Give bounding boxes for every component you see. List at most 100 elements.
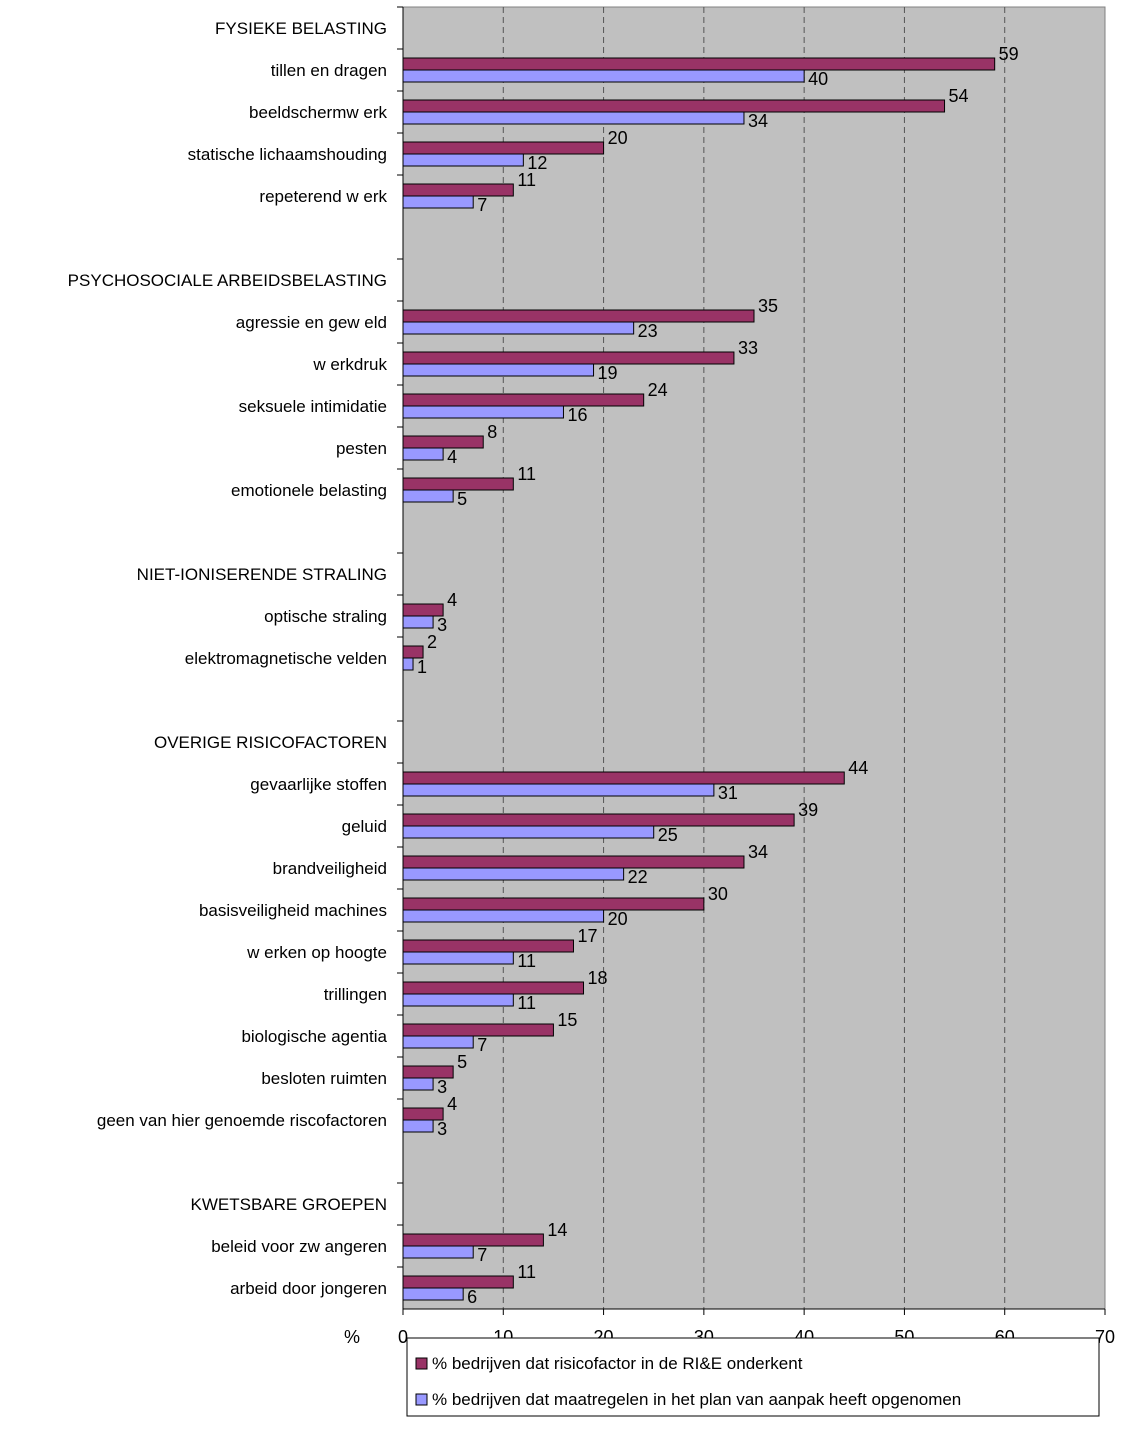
data-label: 33 [738, 338, 758, 358]
data-label: 20 [608, 909, 628, 929]
category-label: biologische agentia [241, 1027, 387, 1046]
data-label: 40 [808, 69, 828, 89]
category-label: beleid voor zw angeren [211, 1237, 387, 1256]
category-label: PSYCHOSOCIALE ARBEIDSBELASTING [68, 271, 387, 290]
x-tick-label: 0 [398, 1327, 408, 1347]
category-labels: FYSIEKE BELASTING tillen en dragen beeldsc… [68, 6, 403, 1298]
bar-maatregelen [402, 951, 514, 965]
data-label: 5 [457, 489, 467, 509]
category-label: seksuele intimidatie [239, 397, 387, 416]
category-label: emotionele belasting [231, 481, 387, 500]
data-label: 3 [437, 1119, 447, 1139]
data-label: 17 [577, 926, 597, 946]
category-label: geen van hier genoemde riscofactoren [97, 1111, 387, 1130]
bar-risicofactor [402, 1275, 514, 1289]
bar-risicofactor [402, 981, 585, 995]
category-label: brandveiligheid [273, 859, 387, 878]
category-label: repeterend w erk [259, 187, 387, 206]
bar-maatregelen [402, 111, 745, 125]
data-label: 18 [588, 968, 608, 988]
data-label: 35 [758, 296, 778, 316]
data-label: 7 [477, 195, 487, 215]
legend: % bedrijven dat risicofactor in de RI&E … [406, 1337, 1100, 1417]
bar-maatregelen [402, 993, 514, 1007]
plot-area [402, 6, 1106, 1310]
bar-risicofactor [402, 393, 645, 407]
data-label: 11 [517, 1262, 536, 1282]
bar-risicofactor [402, 309, 755, 323]
data-label: 11 [517, 993, 536, 1013]
data-label: 34 [748, 111, 768, 131]
category-label: pesten [336, 439, 387, 458]
x-tick-label: 70 [1095, 1327, 1115, 1347]
data-label: 11 [517, 951, 536, 971]
category-label: KWETSBARE GROEPEN [191, 1195, 387, 1214]
data-label: 2 [427, 632, 437, 652]
data-label: 3 [437, 1077, 447, 1097]
category-label: gevaarlijke stoffen [250, 775, 387, 794]
data-label: 7 [477, 1035, 487, 1055]
data-label: 20 [608, 128, 628, 148]
category-label: elektromagnetische velden [185, 649, 387, 668]
category-label: geluid [342, 817, 387, 836]
bar-risicofactor [402, 897, 705, 911]
bar-risicofactor [402, 813, 795, 827]
x-axis-label: % [344, 1327, 360, 1347]
data-label: 14 [547, 1220, 567, 1240]
bar-risicofactor [402, 855, 745, 869]
category-label: w erken op hoogte [246, 943, 387, 962]
data-label: 3 [437, 615, 447, 635]
data-label: 22 [628, 867, 648, 887]
bar-risicofactor [402, 771, 845, 785]
category-label: beeldschermw erk [249, 103, 387, 122]
bar-maatregelen [402, 1245, 474, 1259]
bar-maatregelen [402, 657, 414, 671]
bar-risicofactor [402, 351, 735, 365]
bar-maatregelen [402, 1035, 474, 1049]
bar-maatregelen [402, 1287, 464, 1301]
data-label: 11 [517, 464, 536, 484]
bar-maatregelen [402, 405, 564, 419]
bar-risicofactor [402, 183, 514, 197]
legend-label: % bedrijven dat risicofactor in de RI&E … [432, 1354, 803, 1373]
legend-swatch [415, 1357, 428, 1370]
data-label: 23 [638, 321, 658, 341]
category-label: tillen en dragen [271, 61, 387, 80]
bar-risicofactor [402, 141, 605, 155]
data-label: 25 [658, 825, 678, 845]
legend-box [406, 1337, 1100, 1417]
data-label: 7 [477, 1245, 487, 1265]
data-label: 44 [848, 758, 868, 778]
bar-maatregelen [402, 1077, 434, 1091]
category-label: basisveiligheid machines [199, 901, 387, 920]
data-label: 54 [949, 86, 969, 106]
legend-swatch [415, 1393, 428, 1406]
data-label: 4 [447, 447, 457, 467]
category-label: NIET-IONISERENDE STRALING [137, 565, 387, 584]
data-label: 12 [527, 153, 547, 173]
data-label: 5 [457, 1052, 467, 1072]
bar-maatregelen [402, 363, 595, 377]
data-label: 34 [748, 842, 768, 862]
bar-maatregelen [402, 153, 524, 167]
bar-maatregelen [402, 909, 605, 923]
bar-risicofactor [402, 57, 996, 71]
category-label: w erkdruk [312, 355, 387, 374]
bar-risicofactor [402, 435, 484, 449]
data-label: 8 [487, 422, 497, 442]
bar-maatregelen [402, 69, 805, 83]
legend-label: % bedrijven dat maatregelen in het plan … [432, 1390, 961, 1409]
bar-maatregelen [402, 489, 454, 503]
bar-maatregelen [402, 447, 444, 461]
data-label: 4 [447, 590, 457, 610]
bar-maatregelen [402, 867, 625, 881]
gridlines [502, 7, 1006, 1309]
bar-risicofactor [402, 1233, 544, 1247]
data-label: 15 [557, 1010, 577, 1030]
bar-maatregelen [402, 615, 434, 629]
data-label: 24 [648, 380, 668, 400]
data-label: 6 [467, 1287, 477, 1307]
category-label: optische straling [264, 607, 387, 626]
bar-risicofactor [402, 939, 574, 953]
